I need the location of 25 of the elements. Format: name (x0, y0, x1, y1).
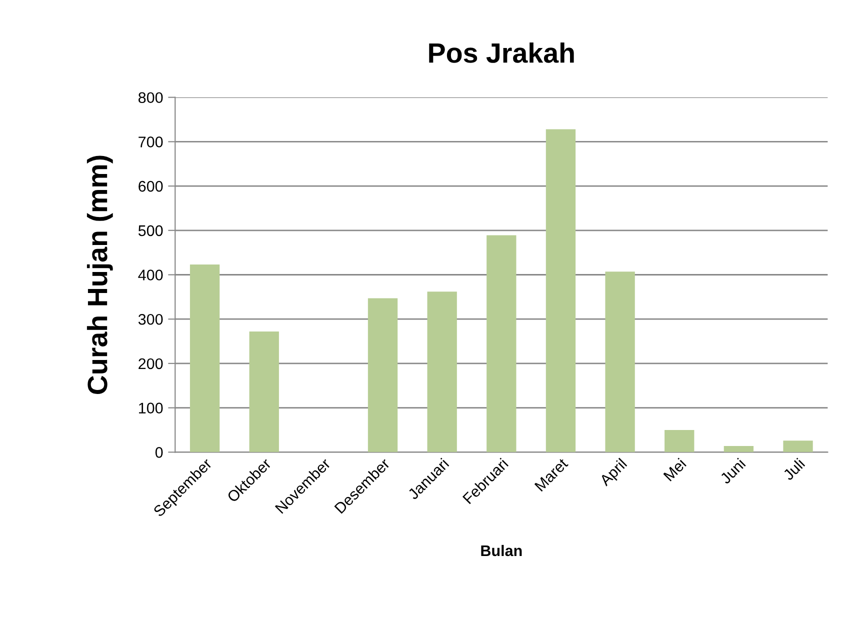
y-tick-label: 400 (138, 270, 163, 280)
bar (724, 446, 754, 452)
x-axis-title: Bulan (481, 544, 522, 556)
bar (546, 129, 576, 452)
y-tick-label: 0 (155, 447, 163, 458)
bar (664, 430, 694, 452)
bar (368, 298, 398, 452)
x-tick-label: Juli (782, 458, 806, 481)
bar (605, 272, 635, 452)
bar (486, 235, 516, 452)
bar (249, 332, 279, 452)
x-tick-label: Juni (719, 458, 746, 485)
y-tick-label: 300 (138, 314, 163, 325)
y-tick-label: 800 (138, 92, 163, 104)
x-tick-label: Mei (662, 458, 687, 482)
y-tick-label: 700 (138, 136, 163, 148)
y-tick-label: 500 (138, 225, 163, 236)
bar (783, 440, 813, 452)
y-tick-label: 600 (138, 180, 163, 192)
y-tick-label: 200 (138, 358, 163, 370)
y-axis-title: Curah Hujan (mm) (86, 156, 113, 394)
bar (427, 292, 457, 452)
chart-title: Pos Jrakah (429, 42, 574, 63)
y-tick-label: 100 (139, 402, 163, 414)
bar (190, 264, 220, 452)
